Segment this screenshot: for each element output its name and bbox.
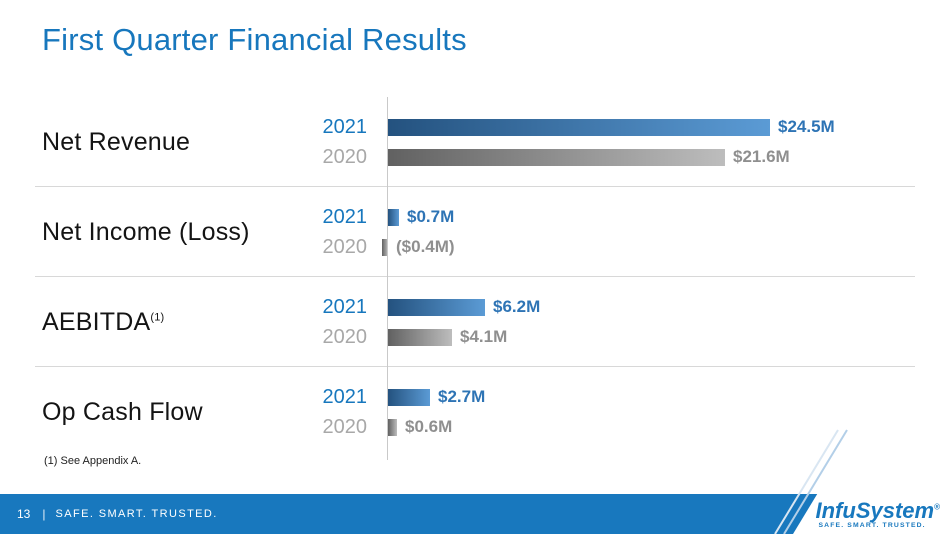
infusystem-logo: InfuSystem® SAFE. SMART. TRUSTED. (816, 499, 941, 529)
footer-tagline: SAFE. SMART. TRUSTED. (55, 508, 218, 520)
bar-2021 (388, 298, 485, 316)
chart-axis-baseline (387, 97, 388, 460)
value-label-2020: $21.6M (733, 147, 790, 166)
year-label-2021: 2021 (322, 206, 368, 228)
metric-label: Op Cash Flow (42, 398, 203, 427)
chart-row-net-income: Net Income (Loss) 2021 2020 $0.7M ($0.4M… (0, 202, 950, 278)
year-label-2020: 2020 (322, 146, 368, 168)
metric-text: Net Income (Loss) (42, 218, 250, 246)
page-number: 13 (17, 507, 31, 521)
logo-tagline: SAFE. SMART. TRUSTED. (818, 522, 926, 529)
footnote: (1) See Appendix A. (44, 455, 142, 467)
metric-label: Net Revenue (42, 128, 190, 157)
bar-2021 (388, 388, 430, 406)
bar-line-2020: $21.6M (388, 147, 790, 166)
corner-decoration-swoosh (774, 429, 950, 534)
footer-separator: | (42, 507, 46, 521)
bar-line-2020: ($0.4M) (382, 237, 455, 256)
value-label-2021: $6.2M (493, 297, 541, 316)
metric-label: Net Income (Loss) (42, 218, 250, 247)
bar-line-2021: $2.7M (388, 387, 486, 406)
metric-text: AEBITDA (42, 308, 151, 336)
logo-text: InfuSystem (815, 497, 935, 523)
row-divider (35, 366, 915, 367)
chart-row-aebitda: AEBITDA(1) 2021 2020 $6.2M $4.1M (0, 292, 950, 368)
bar-line-2021: $6.2M (388, 297, 541, 316)
row-divider (35, 276, 915, 277)
value-label-2021: $24.5M (778, 117, 835, 136)
registered-trademark-icon: ® (934, 502, 940, 512)
bar-2020 (382, 238, 388, 256)
year-label-2020: 2020 (322, 416, 368, 438)
bar-2021 (388, 118, 770, 136)
bar-line-2021: $24.5M (388, 117, 835, 136)
year-label-2021: 2021 (322, 296, 368, 318)
value-label-2021: $2.7M (438, 387, 486, 406)
value-label-2020: $0.6M (405, 417, 453, 436)
footer-bar: 13 | SAFE. SMART. TRUSTED. (0, 494, 950, 534)
bar-2021 (388, 208, 399, 226)
year-label-2021: 2021 (322, 116, 368, 138)
bar-line-2021: $0.7M (388, 207, 455, 226)
value-label-2020: $4.1M (460, 327, 508, 346)
value-label-2020: ($0.4M) (396, 237, 455, 256)
bar-2020 (388, 148, 725, 166)
chart-row-op-cash-flow: Op Cash Flow 2021 2020 $2.7M $0.6M (0, 382, 950, 458)
row-divider (35, 186, 915, 187)
bar-2020 (388, 328, 452, 346)
year-label-2021: 2021 (322, 386, 368, 408)
logo-wordmark: InfuSystem® (816, 499, 941, 522)
metric-label: AEBITDA(1) (42, 308, 164, 337)
page-title: First Quarter Financial Results (42, 22, 467, 57)
bar-line-2020: $0.6M (388, 417, 453, 436)
year-label-2020: 2020 (322, 326, 368, 348)
metric-text: Net Revenue (42, 128, 191, 156)
value-label-2021: $0.7M (407, 207, 455, 226)
year-label-2020: 2020 (322, 236, 368, 258)
chart-row-net-revenue: Net Revenue 2021 2020 $24.5M $21.6M (0, 112, 950, 188)
bar-line-2020: $4.1M (388, 327, 508, 346)
bar-2020 (388, 418, 397, 436)
metric-text: Op Cash Flow (42, 398, 203, 426)
metric-superscript: (1) (150, 311, 165, 324)
